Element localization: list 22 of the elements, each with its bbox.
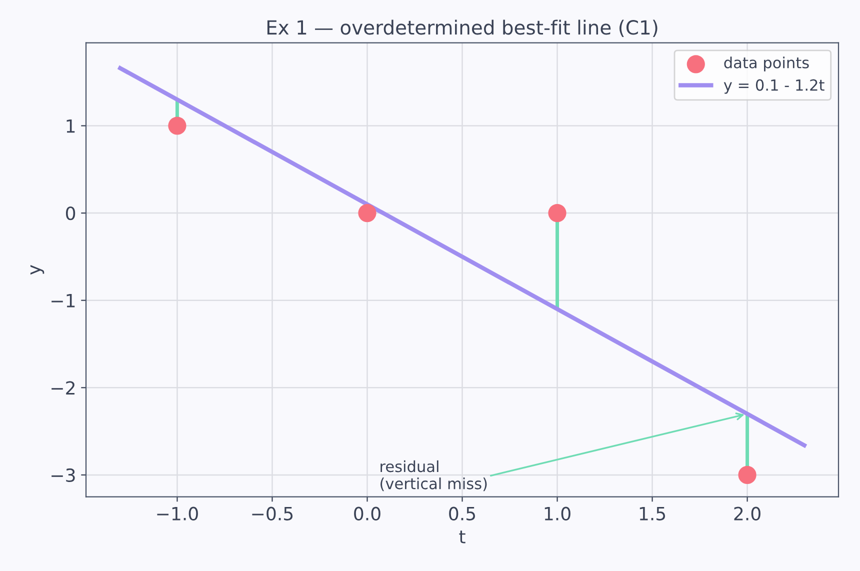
y-tick-label: −1	[52, 294, 75, 308]
point	[168, 116, 186, 135]
point	[738, 466, 756, 484]
x-tick-label: −1.0	[157, 506, 198, 520]
legend-label: data points	[724, 56, 809, 72]
chart-title: Ex 1 — overdetermined best-fit line (C1)	[267, 20, 658, 38]
x-tick-label: 1.5	[640, 507, 666, 520]
y-axis-title: y	[30, 264, 44, 275]
x-tick-label: −0.5	[252, 506, 293, 520]
y-tick-label: −3	[52, 468, 75, 482]
annotation: residual (vertical miss)	[380, 460, 487, 492]
x-tick-label: 1.0	[544, 506, 570, 520]
x-tick-label: 0.0	[354, 506, 380, 520]
y-tick-label: −2	[52, 381, 74, 395]
y-tick-label: 0	[66, 206, 76, 220]
y-tick-label: 1	[66, 119, 75, 133]
x-tick-label: 2.0	[734, 506, 760, 520]
legend-label: y = 0.1 - 1.2t	[724, 79, 824, 94]
x-axis-title: t	[459, 530, 466, 544]
x-tick-label: 0.5	[449, 506, 476, 520]
point	[358, 204, 376, 222]
point	[548, 204, 566, 222]
